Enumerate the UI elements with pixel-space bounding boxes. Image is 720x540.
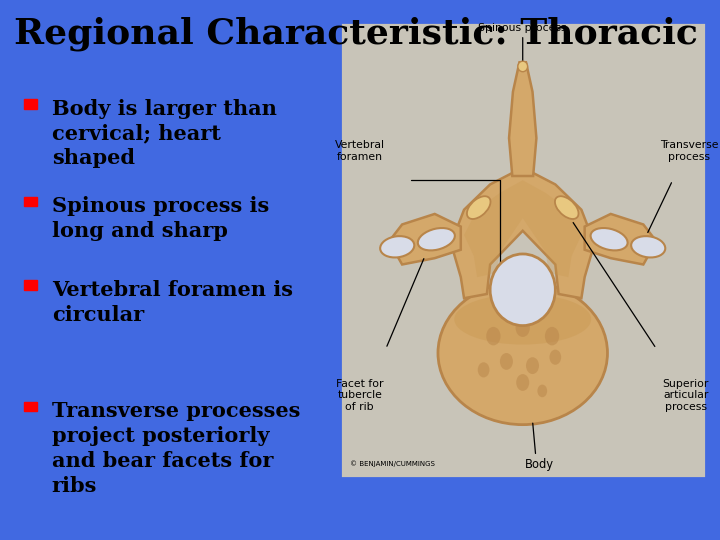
Polygon shape [585,214,657,265]
Polygon shape [389,214,461,265]
Text: Vertebral
foramen: Vertebral foramen [335,140,384,161]
Ellipse shape [418,228,455,251]
Polygon shape [451,167,595,298]
Bar [24,280,37,290]
Text: © BENJAMIN/CUMMINGS: © BENJAMIN/CUMMINGS [350,460,435,467]
Ellipse shape [590,228,628,251]
Ellipse shape [467,196,490,219]
Ellipse shape [518,61,528,72]
Circle shape [516,319,530,337]
Circle shape [549,349,561,365]
Text: Body: Body [524,458,554,471]
Text: Vertebral foramen is
circular: Vertebral foramen is circular [52,280,293,325]
Text: Transverse processes
project posteriorly
and bear facets for
ribs: Transverse processes project posteriorly… [52,401,300,496]
Circle shape [537,384,547,397]
Text: Spinous process is
long and sharp: Spinous process is long and sharp [52,196,269,241]
Bar [24,402,37,411]
Ellipse shape [438,281,608,424]
Ellipse shape [631,236,665,258]
Circle shape [545,327,559,346]
Polygon shape [464,180,581,277]
Text: Body is larger than
cervical; heart
shaped: Body is larger than cervical; heart shap… [52,99,276,168]
Circle shape [486,327,500,346]
Text: Transverse
process: Transverse process [660,140,719,161]
Circle shape [478,362,490,377]
Ellipse shape [555,196,579,219]
Text: Superior
articular
process: Superior articular process [662,379,709,411]
Polygon shape [509,62,536,176]
Circle shape [500,353,513,370]
Bar [340,22,706,478]
Ellipse shape [454,294,591,345]
Ellipse shape [490,254,555,326]
Text: Facet for
tubercle
of rib: Facet for tubercle of rib [336,379,384,411]
Text: Spinous process: Spinous process [478,23,567,33]
Ellipse shape [380,236,414,258]
Bar [24,197,37,206]
Text: Regional Characteristic: Thoracic: Regional Characteristic: Thoracic [14,16,698,51]
Circle shape [516,374,529,391]
Circle shape [526,357,539,374]
Bar [24,99,37,109]
